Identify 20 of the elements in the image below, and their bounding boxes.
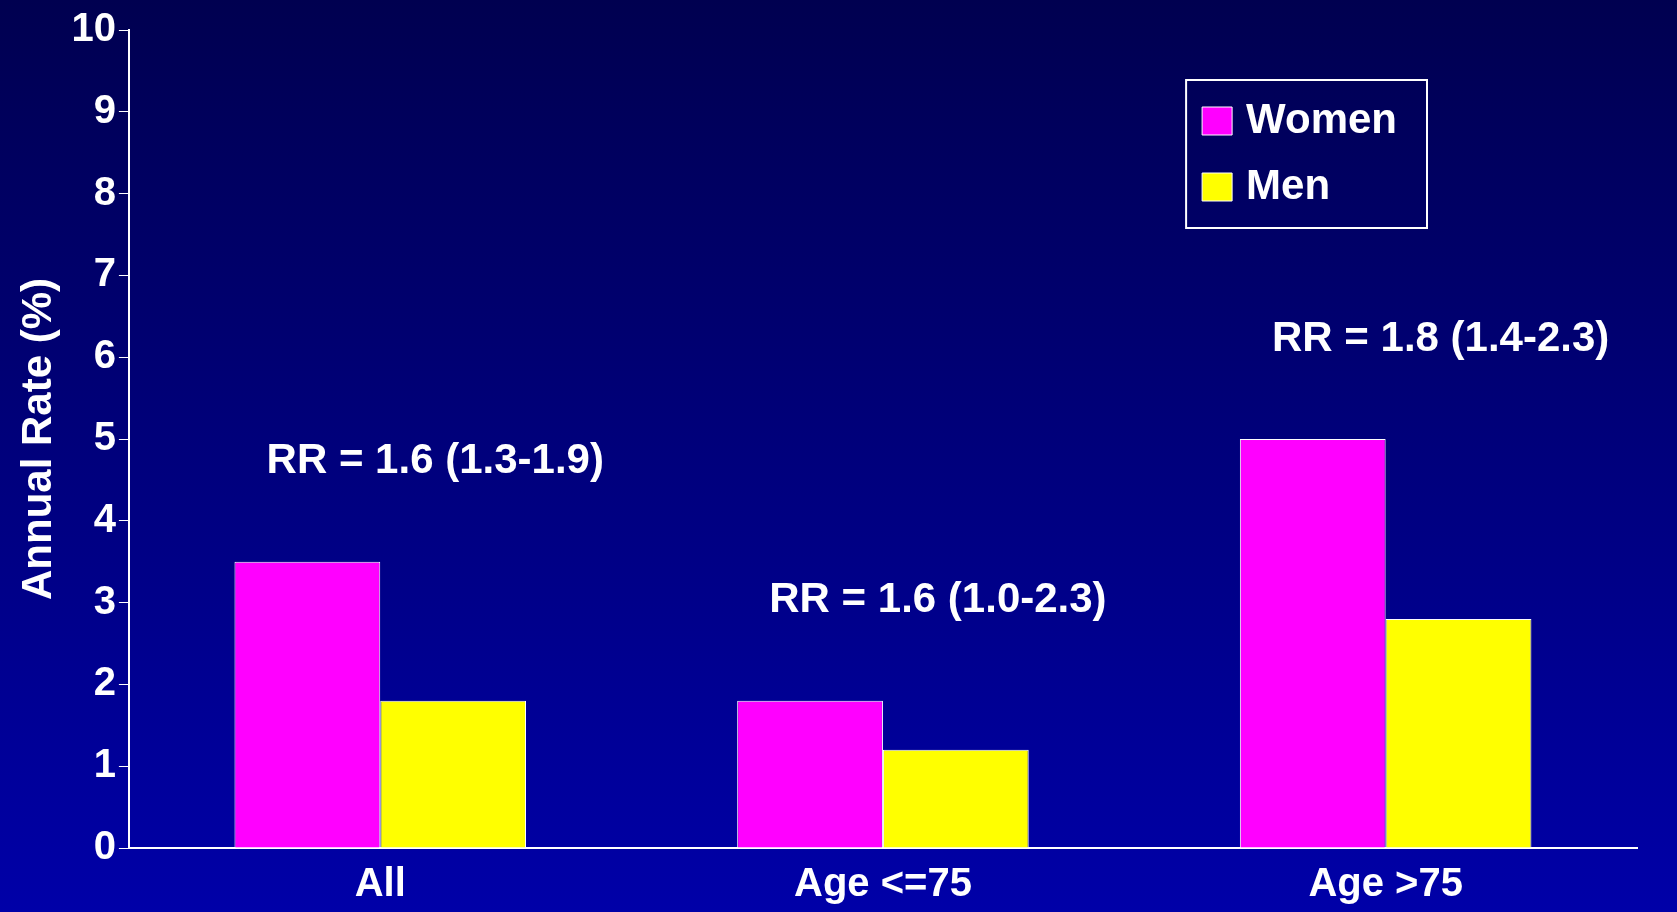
y-tick-label: 3: [93, 577, 116, 622]
y-tick-label: 2: [93, 659, 116, 704]
annotation: RR = 1.8 (1.4-2.3): [1271, 312, 1610, 360]
y-tick-label: 7: [93, 250, 116, 295]
legend-label: Women: [1246, 94, 1398, 142]
y-tick-label: 0: [93, 823, 116, 868]
y-tick-label: 5: [93, 414, 116, 459]
y-axis-title: Annual Rate (%): [12, 277, 60, 601]
annotation: RR = 1.6 (1.0-2.3): [769, 574, 1107, 622]
x-tick-label: All: [354, 860, 406, 905]
annotation: RR = 1.6 (1.3-1.9): [266, 435, 604, 483]
y-tick-label: 9: [93, 86, 116, 131]
legend-label: Men: [1246, 160, 1331, 208]
y-tick-label: 6: [93, 332, 116, 377]
y-tick-label: 1: [93, 741, 116, 786]
x-tick-label: Age >75: [1308, 860, 1463, 905]
y-tick-label: 4: [93, 495, 117, 540]
x-tick-label: Age <=75: [794, 860, 972, 905]
y-tick-label: 10: [71, 5, 116, 50]
y-tick-label: 8: [93, 168, 116, 213]
